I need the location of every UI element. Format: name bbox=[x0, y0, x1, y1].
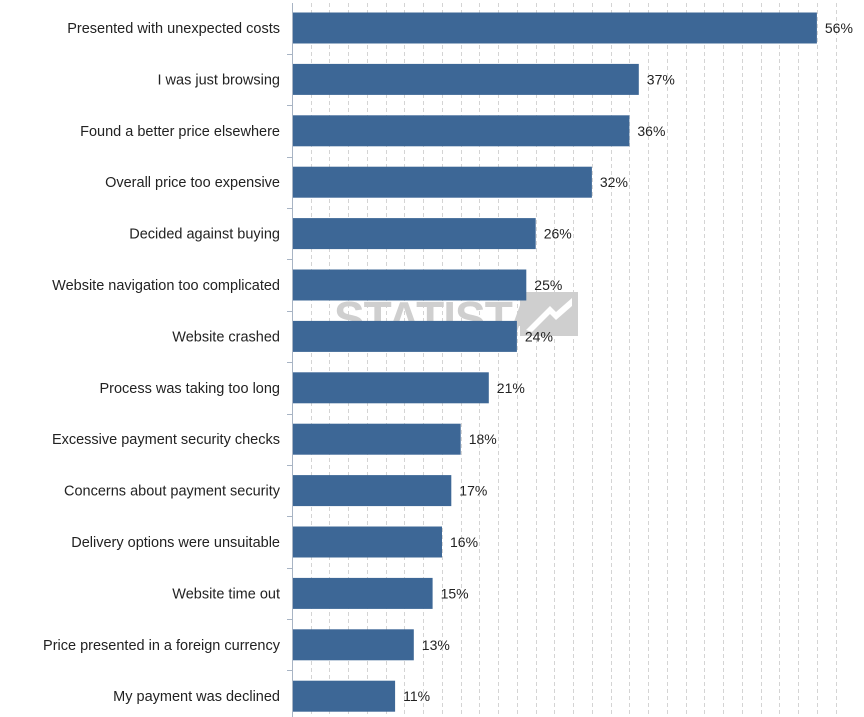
bar bbox=[293, 166, 592, 198]
bar bbox=[293, 115, 630, 147]
value-label: 16% bbox=[450, 534, 478, 550]
category-label: Price presented in a foreign currency bbox=[43, 638, 281, 654]
category-label: Website crashed bbox=[172, 329, 280, 345]
category-label: My payment was declined bbox=[113, 689, 280, 705]
category-label: Overall price too expensive bbox=[105, 175, 280, 191]
value-label: 36% bbox=[637, 123, 665, 139]
bars bbox=[293, 12, 817, 712]
value-label: 11% bbox=[403, 688, 430, 704]
bar bbox=[293, 680, 396, 712]
category-axis bbox=[287, 3, 293, 717]
category-label: Presented with unexpected costs bbox=[67, 21, 280, 37]
bar bbox=[293, 423, 461, 455]
bar bbox=[293, 320, 517, 352]
value-label: 32% bbox=[600, 174, 628, 190]
category-label: Decided against buying bbox=[129, 227, 280, 243]
bar bbox=[293, 12, 817, 44]
labels: Presented with unexpected costs 56% I was … bbox=[43, 20, 853, 705]
gridlines bbox=[311, 3, 837, 717]
bar bbox=[293, 63, 639, 95]
value-label: 24% bbox=[525, 328, 553, 344]
category-label: Delivery options were unsuitable bbox=[71, 535, 280, 551]
bar bbox=[293, 526, 442, 558]
bar bbox=[293, 629, 414, 661]
category-label: Website time out bbox=[172, 586, 280, 602]
value-label: 13% bbox=[422, 637, 450, 653]
value-label: 25% bbox=[534, 277, 562, 293]
value-label: 17% bbox=[459, 483, 487, 499]
bar bbox=[293, 372, 489, 404]
bar bbox=[293, 577, 433, 609]
value-label: 15% bbox=[441, 585, 469, 601]
category-label: Concerns about payment security bbox=[64, 484, 281, 500]
bar bbox=[293, 269, 527, 301]
value-label: 21% bbox=[497, 380, 525, 396]
category-label: Process was taking too long bbox=[99, 381, 280, 397]
category-label: Excessive payment security checks bbox=[52, 432, 280, 448]
value-label: 18% bbox=[469, 431, 497, 447]
value-label: 37% bbox=[647, 71, 675, 87]
category-label: I was just browsing bbox=[158, 72, 281, 88]
category-label: Found a better price elsewhere bbox=[80, 124, 280, 140]
bar bbox=[293, 218, 536, 250]
value-label: 56% bbox=[825, 20, 853, 36]
value-label: 26% bbox=[544, 226, 572, 242]
category-label: Website navigation too complicated bbox=[52, 278, 280, 294]
bar bbox=[293, 475, 452, 507]
